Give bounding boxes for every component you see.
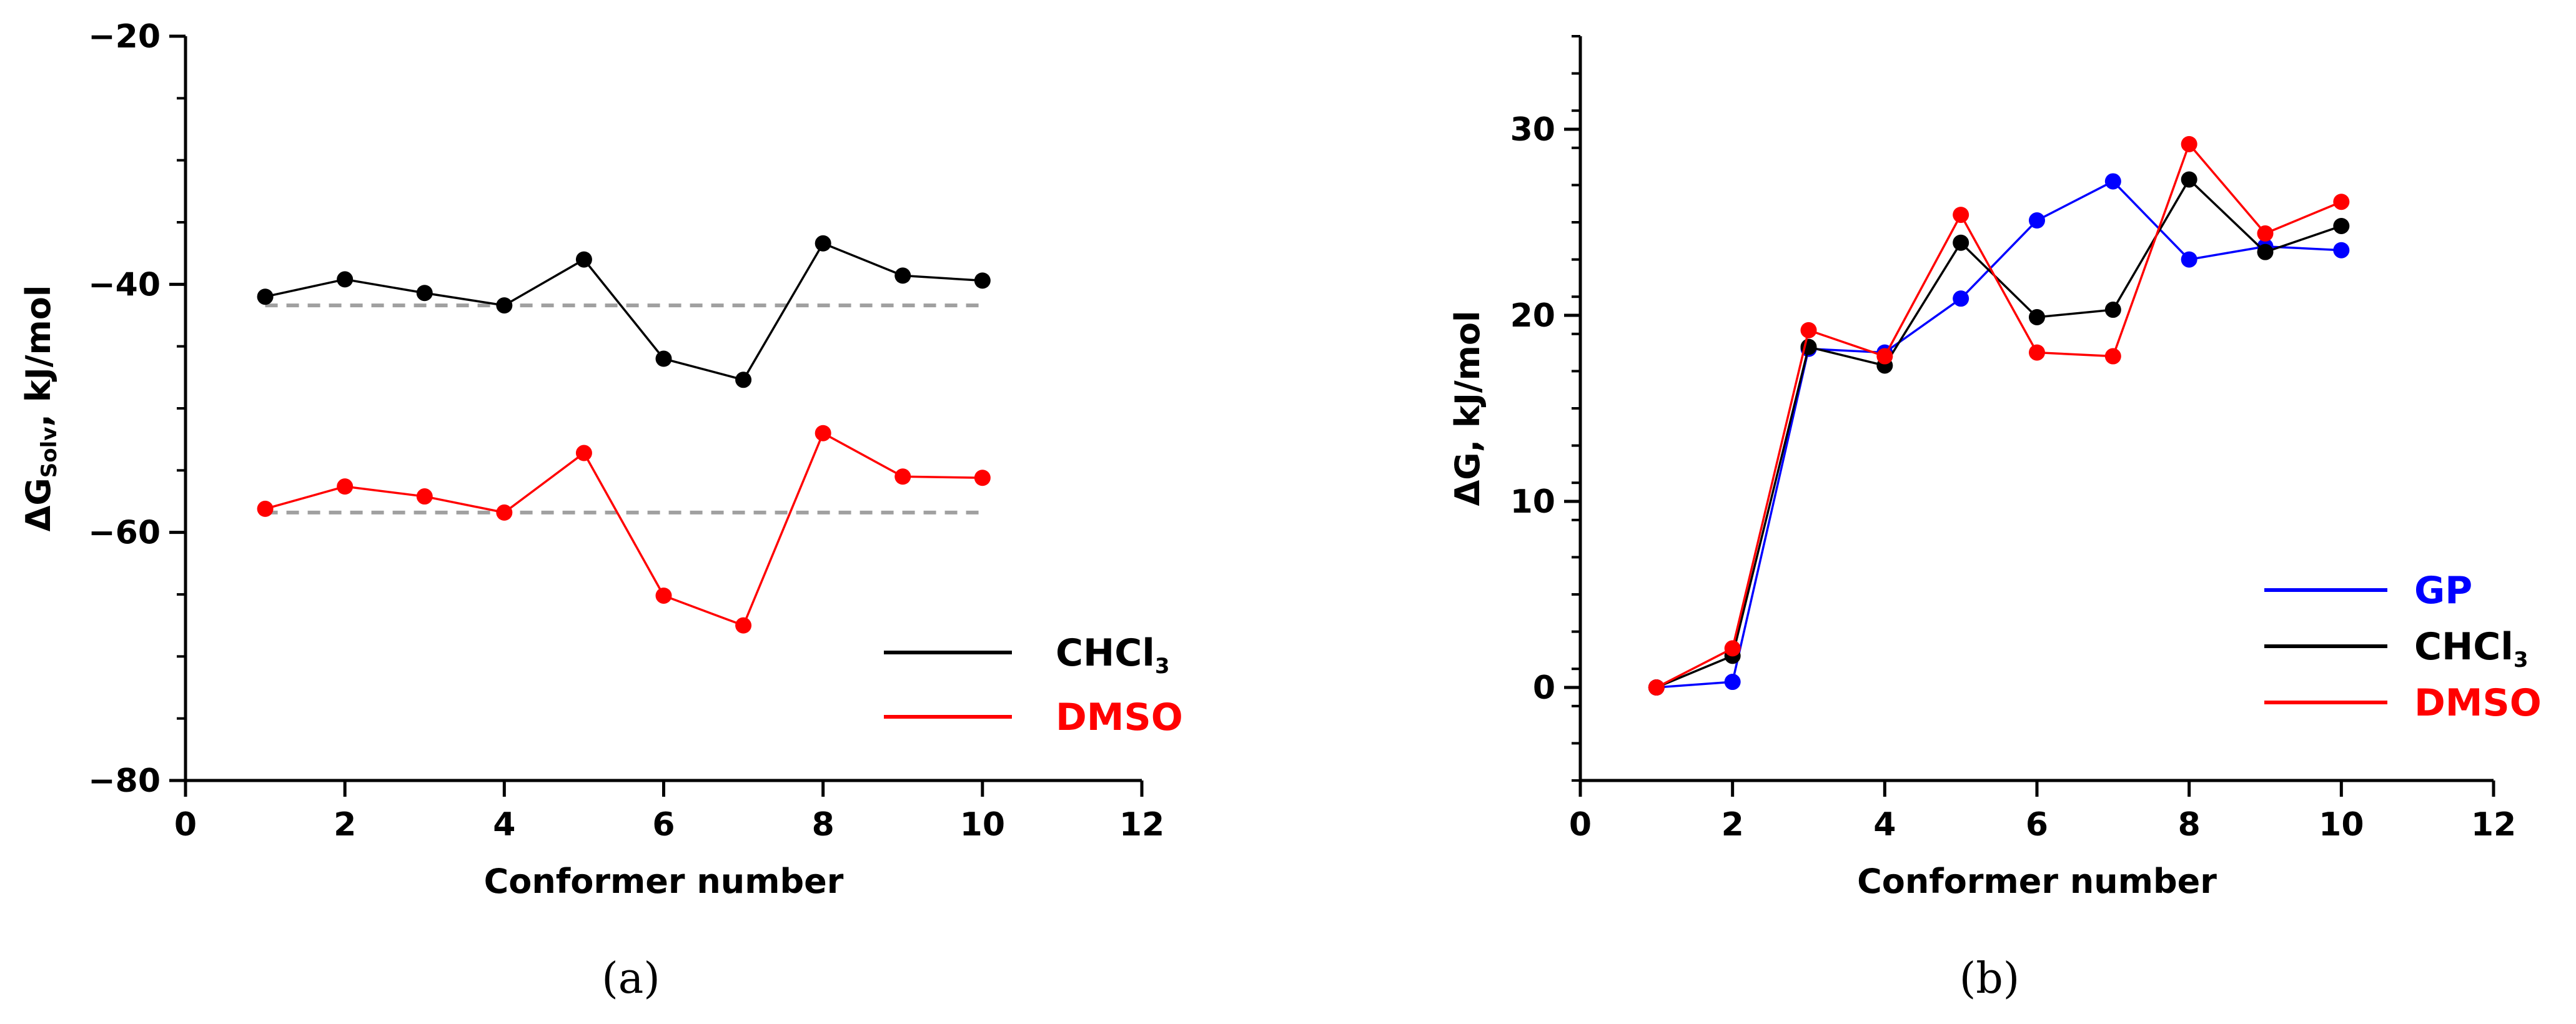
data-point-dmso: [2029, 344, 2045, 361]
y-tick-label: −60: [88, 514, 161, 552]
series-line-chcl: [265, 242, 983, 382]
y-tick-label: −40: [88, 266, 161, 303]
legend-label: CHCl3: [2414, 625, 2529, 672]
data-point-gp: [1953, 290, 1969, 307]
data-point-chcl: [337, 271, 354, 288]
data-point-chcl: [2029, 308, 2045, 325]
x-tick-label: 0: [1569, 806, 1592, 844]
data-point-dmso: [2104, 348, 2121, 365]
data-point-chcl: [735, 372, 752, 388]
x-tick-label: 4: [493, 806, 515, 844]
legend-label: CHCl3: [1056, 631, 1170, 679]
chart-panel-a: −80 −60 −40 −20 0 2 4 6 8 10 12 Conformer number ΔGS…: [19, 18, 1183, 901]
y-axis-label: ΔGSolv, kJ/mol: [19, 285, 62, 532]
y-tick-label: 0: [1533, 669, 1555, 707]
data-point-dmso: [416, 488, 433, 505]
x-tick-label: 2: [334, 806, 356, 844]
series-line-chcl: [1656, 177, 2342, 689]
y-axis-label: ΔG, kJ/mol: [1448, 310, 1487, 506]
data-point-chcl: [655, 350, 672, 367]
data-point-gp: [2029, 212, 2045, 229]
data-point-dmso: [496, 504, 513, 521]
caption-b: (b): [1959, 954, 2020, 1003]
x-tick-label: 4: [1873, 806, 1896, 844]
data-point-dmso: [2333, 194, 2350, 210]
x-tick-label: 0: [174, 806, 197, 844]
caption-a: (a): [602, 954, 660, 1003]
legend-label: DMSO: [1056, 696, 1183, 739]
chart-panel-b: 0 10 20 30 0 2 4 6 8 10 12 Conformer number ΔG, kJ/m…: [1448, 35, 2542, 901]
data-point-dmso: [337, 478, 354, 495]
data-point-dmso: [1953, 207, 1969, 224]
data-point-dmso: [2181, 135, 2197, 152]
data-point-dmso: [257, 500, 274, 517]
x-tick-label: 6: [2026, 806, 2048, 844]
data-point-chcl: [1953, 234, 1969, 251]
data-point-chcl: [974, 272, 991, 289]
data-point-dmso: [894, 468, 911, 485]
y-tick-label: 20: [1510, 297, 1555, 335]
x-tick-label: 8: [812, 806, 835, 844]
y-tick-label: −80: [88, 762, 161, 800]
data-point-chcl: [2181, 171, 2197, 188]
data-point-dmso: [815, 425, 831, 441]
x-tick-label: 6: [652, 806, 675, 844]
data-point-dmso: [655, 587, 672, 604]
data-point-dmso: [735, 617, 752, 634]
data-point-gp: [2333, 242, 2350, 258]
data-point-dmso: [575, 445, 592, 461]
data-point-chcl: [894, 267, 911, 284]
data-point-dmso: [1876, 348, 1893, 365]
data-point-chcl: [416, 285, 433, 302]
data-point-chcl: [575, 251, 592, 268]
x-tick-label: 10: [960, 806, 1005, 844]
x-axis-label: Conformer number: [1857, 862, 2217, 901]
y-tick-label: 10: [1510, 483, 1555, 521]
x-tick-label: 12: [1119, 806, 1164, 844]
x-axis-label: Conformer number: [484, 862, 844, 901]
x-tick-label: 2: [1721, 806, 1744, 844]
series-line-dmso: [265, 431, 983, 627]
data-point-dmso: [1800, 322, 1817, 338]
data-point-dmso: [1648, 679, 1665, 696]
series-line-dmso: [1656, 142, 2342, 689]
data-point-gp: [2181, 251, 2197, 268]
data-point-chcl: [496, 297, 513, 314]
data-point-dmso: [974, 470, 991, 486]
x-tick-label: 12: [2471, 806, 2516, 844]
data-point-chcl: [2257, 244, 2274, 260]
data-point-dmso: [2257, 225, 2274, 242]
y-tick-label: −20: [88, 18, 161, 56]
legend-label: DMSO: [2414, 681, 2542, 725]
data-point-chcl: [257, 288, 274, 305]
data-point-gp: [2104, 173, 2121, 190]
data-point-dmso: [1724, 640, 1741, 657]
data-point-chcl: [815, 235, 831, 252]
x-tick-label: 10: [2319, 806, 2364, 844]
data-point-gp: [1724, 674, 1741, 691]
legend-label: GP: [2414, 569, 2472, 613]
x-tick-label: 8: [2178, 806, 2201, 844]
y-tick-label: 30: [1510, 111, 1555, 149]
data-point-chcl: [2333, 217, 2350, 234]
series-line-gp: [1656, 180, 2342, 689]
data-point-chcl: [2104, 302, 2121, 318]
